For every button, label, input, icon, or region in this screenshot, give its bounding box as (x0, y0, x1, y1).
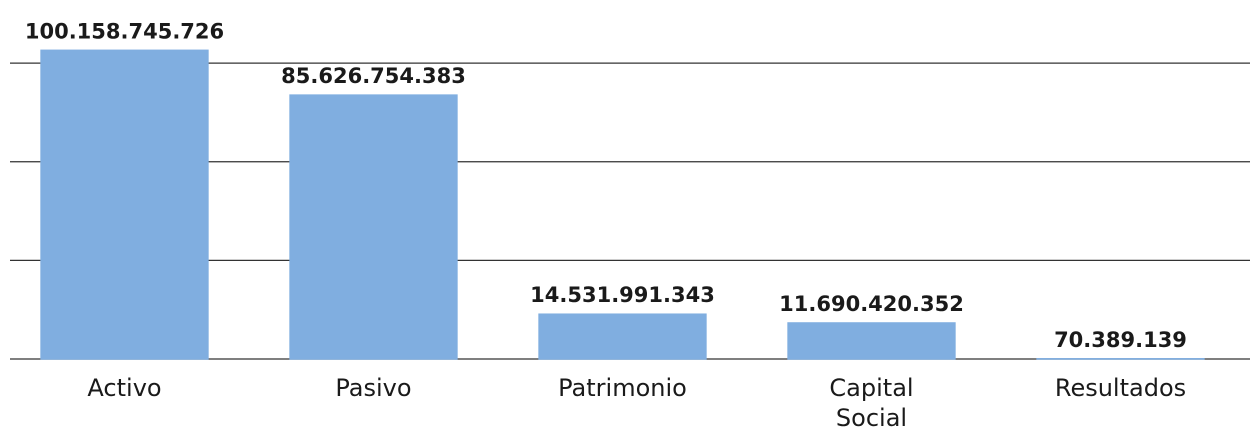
x-tick-label-box: Activo (87, 374, 162, 402)
x-tick-label-box: Pasivo (335, 374, 412, 402)
x-tick-label: Pasivo (335, 374, 412, 402)
x-tick-label: Resultados (1054, 374, 1187, 402)
x-tick-label-box: Capital Social (829, 374, 914, 432)
x-tick-label: Patrimonio (558, 374, 687, 402)
value-label: 70.389.139 (1054, 328, 1187, 352)
bar (40, 49, 209, 360)
x-tick-label: Capital Social (829, 374, 914, 432)
x-tick-label-box: Patrimonio (558, 374, 687, 402)
x-tick-label-box: Resultados (1054, 374, 1187, 402)
x-tick-label: Activo (87, 374, 162, 402)
value-label: 100.158.745.726 (25, 19, 224, 43)
value-label: 85.626.754.383 (281, 64, 466, 88)
bar (538, 313, 707, 360)
value-label: 14.531.991.343 (530, 283, 715, 307)
bar (289, 94, 458, 360)
value-label: 11.690.420.352 (779, 292, 964, 316)
bar (787, 322, 956, 360)
